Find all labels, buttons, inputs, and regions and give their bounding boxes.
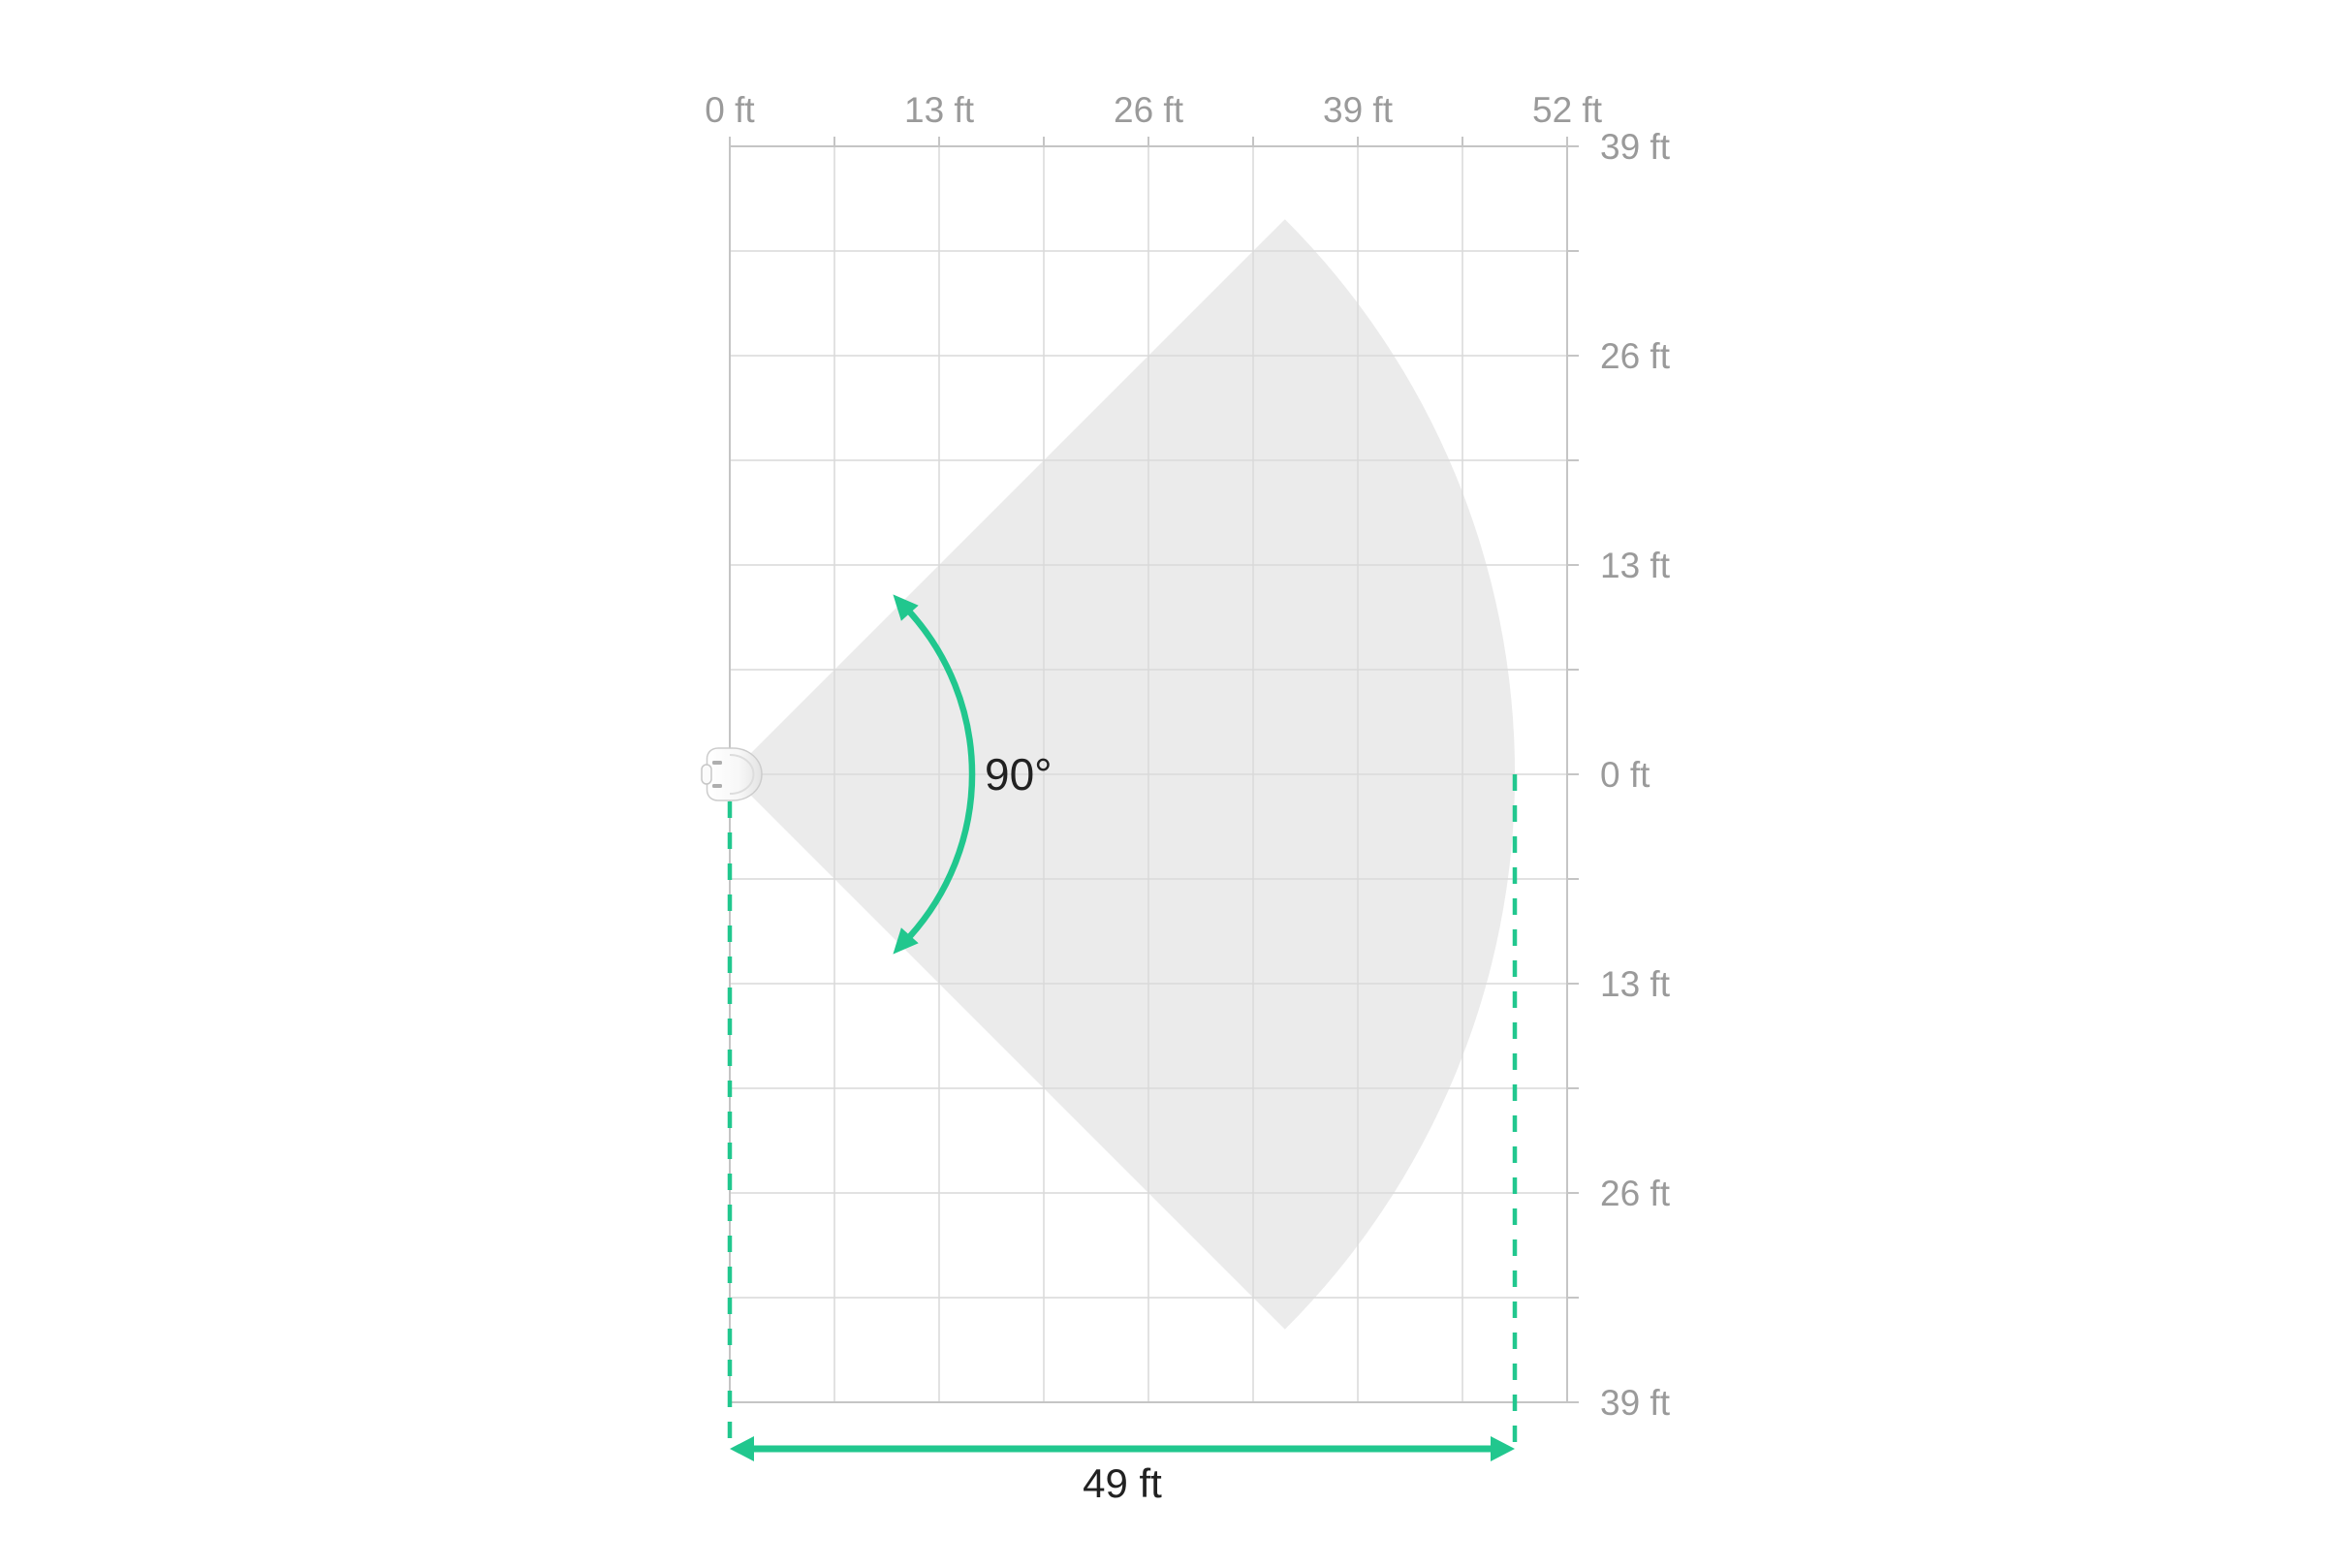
angle-label: 90° [985,749,1053,800]
motion-sensor-device-icon[interactable] [701,747,763,801]
right-axis-label: 26 ft [1600,1174,1671,1213]
sensor-screw-bottom [712,784,722,788]
top-axis-label: 39 ft [1323,90,1394,130]
width-dimension: 49 ft [730,1436,1515,1506]
top-axis-label: 52 ft [1532,90,1603,130]
right-axis-label: 0 ft [1600,755,1650,795]
right-axis-label: 39 ft [1600,1383,1671,1423]
top-axis-label: 26 ft [1114,90,1184,130]
right-axis-label: 26 ft [1600,336,1671,376]
right-axis-label: 13 ft [1600,546,1671,585]
angle-arrowhead-top-icon [893,594,919,621]
right-axis-label: 13 ft [1600,964,1671,1004]
angle-arrowhead-bottom-icon [893,927,919,955]
top-axis-label: 13 ft [904,90,975,130]
right-axis: 39 ft 26 ft 13 ft 0 ft 13 ft 26 ft 39 ft [1600,127,1671,1423]
right-axis-label: 39 ft [1600,127,1671,167]
grid-ticks [729,137,1579,1403]
sensor-bezel [729,754,755,795]
sensor-screw-top [712,761,722,765]
dimension-arrowhead-left-icon [730,1436,754,1461]
width-label: 49 ft [1083,1460,1162,1506]
grid-lines [730,146,1567,1402]
dimension-arrowhead-right-icon [1491,1436,1515,1461]
sensor-side-button [701,764,712,785]
angle-annotation: 90° [893,594,1053,955]
top-axis-label: 0 ft [705,90,755,130]
angle-arc [906,609,976,940]
top-axis: 0 ft 13 ft 26 ft 39 ft 52 ft [705,90,1602,130]
